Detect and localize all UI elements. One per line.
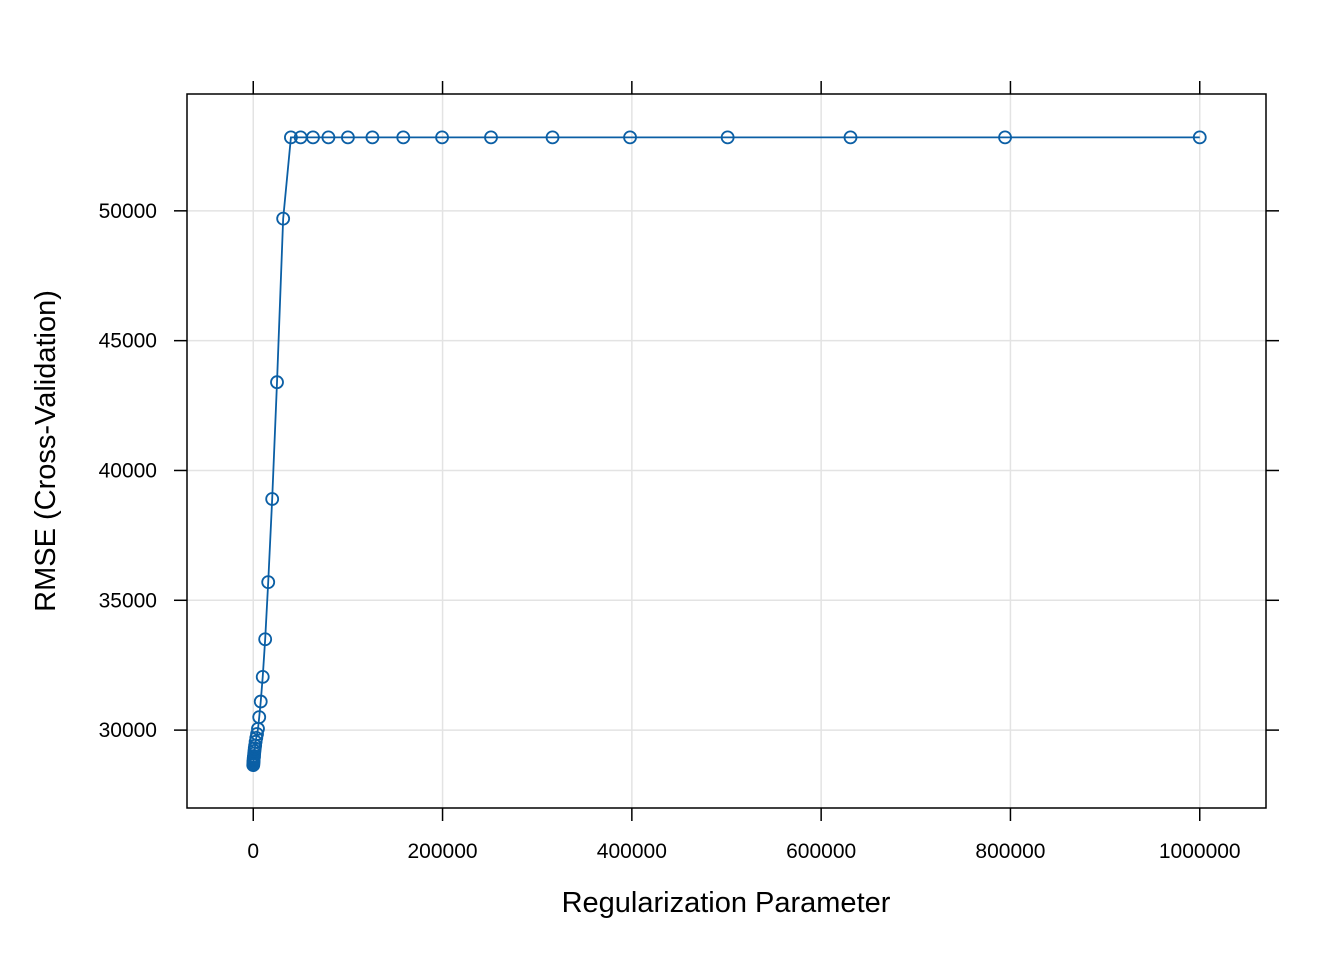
data-point xyxy=(341,130,355,145)
y-tick-label: 45000 xyxy=(99,330,157,353)
data-point xyxy=(998,130,1012,145)
axis-ticks xyxy=(174,81,1279,821)
data-point xyxy=(435,130,449,145)
data-point xyxy=(1192,130,1207,145)
y-tick-label: 35000 xyxy=(99,589,157,612)
data-point xyxy=(396,130,411,145)
data-point xyxy=(484,130,498,145)
x-tick-label: 800000 xyxy=(975,840,1045,863)
x-tick-label: 1000000 xyxy=(1159,840,1241,863)
x-axis-title: Regularization Parameter xyxy=(562,887,891,919)
tick-labels: 0 200000 400000 600000 800000 1000000 30000 350… xyxy=(99,200,1241,863)
data-point xyxy=(321,130,336,145)
data-point xyxy=(261,575,276,590)
grid-lines xyxy=(187,94,1266,808)
data-point xyxy=(720,130,735,145)
data-point xyxy=(250,727,264,741)
x-tick-label: 0 xyxy=(247,840,259,863)
data-point xyxy=(258,632,273,647)
data-point xyxy=(306,130,320,145)
data-point xyxy=(276,211,291,226)
x-tick-label: 400000 xyxy=(597,840,667,863)
x-tick-label: 200000 xyxy=(408,840,478,863)
data-point xyxy=(253,694,268,709)
plot-frame xyxy=(186,93,1267,809)
y-axis-title: RMSE (Cross-Validation) xyxy=(30,290,62,612)
data-point xyxy=(623,130,637,145)
data-point xyxy=(270,375,284,390)
data-point xyxy=(843,130,858,145)
data-point xyxy=(284,130,298,145)
y-tick-label: 30000 xyxy=(99,719,157,742)
data-point xyxy=(545,130,560,145)
series-layer xyxy=(246,130,1207,773)
data-point xyxy=(365,130,380,145)
data-point xyxy=(255,669,270,684)
data-point xyxy=(252,710,267,725)
series-line xyxy=(252,136,1200,766)
y-tick-label: 40000 xyxy=(99,459,157,482)
data-point xyxy=(265,492,280,506)
x-tick-label: 600000 xyxy=(786,840,856,863)
y-tick-label: 50000 xyxy=(99,200,157,223)
